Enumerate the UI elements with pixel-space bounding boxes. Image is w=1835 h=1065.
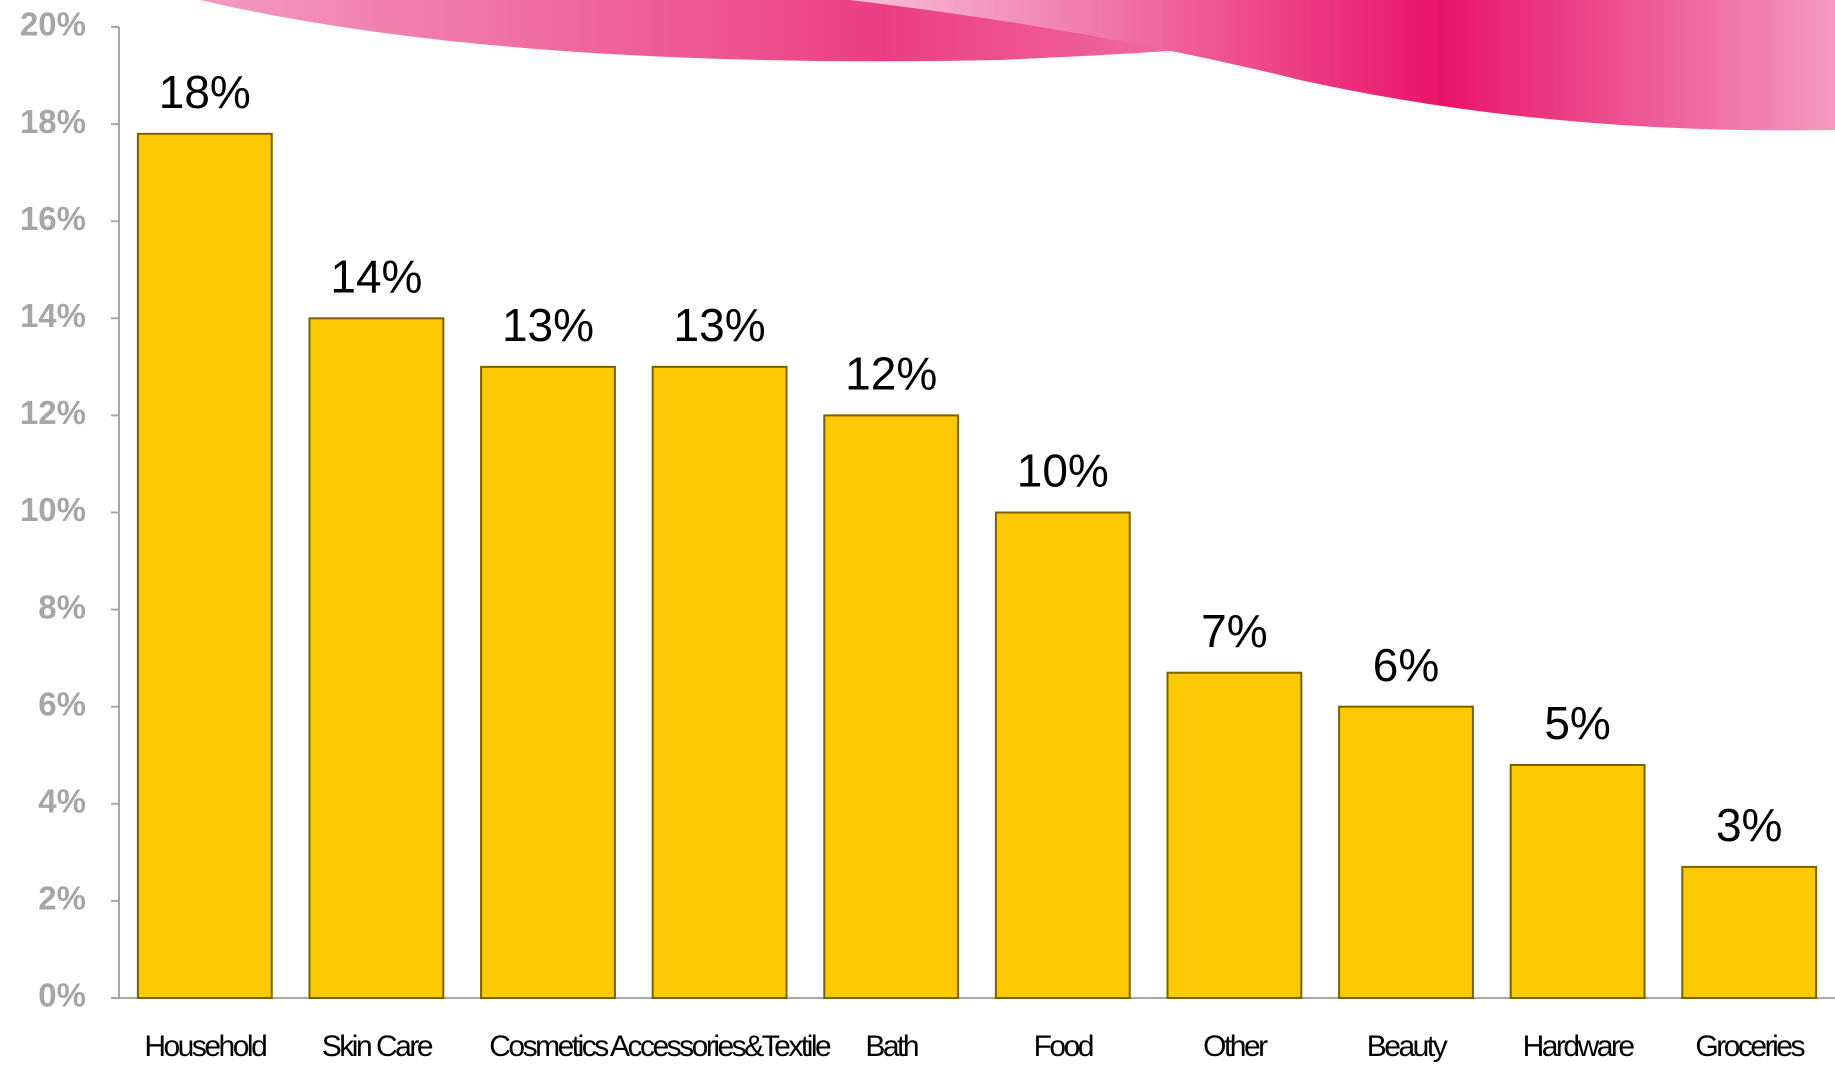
x-tick-label: Other xyxy=(1203,1030,1268,1063)
y-tick-label: 10% xyxy=(20,491,86,528)
bar xyxy=(1166,671,1303,1000)
y-tick-label: 16% xyxy=(20,200,86,237)
x-tick-label: Beauty xyxy=(1367,1030,1448,1063)
y-tick-label: 18% xyxy=(20,103,86,140)
y-tick-label: 6% xyxy=(38,685,86,722)
x-tick-label: Skin Care xyxy=(322,1030,433,1063)
x-tick-label: Hardware xyxy=(1523,1030,1635,1063)
y-tick-label: 4% xyxy=(38,783,86,820)
value-label: 13% xyxy=(674,299,766,351)
value-label: 14% xyxy=(330,250,422,302)
x-tick-label: Accessories&Textile xyxy=(610,1030,831,1063)
bar xyxy=(823,414,960,999)
value-label: 10% xyxy=(1017,445,1109,497)
y-tick-label: 2% xyxy=(38,880,86,917)
bar xyxy=(1338,705,1474,999)
value-label: 5% xyxy=(1544,697,1610,749)
value-label: 18% xyxy=(159,66,251,118)
value-label: 6% xyxy=(1373,639,1439,691)
value-label: 13% xyxy=(502,299,594,351)
bar xyxy=(994,511,1131,999)
value-label: 3% xyxy=(1716,799,1782,851)
bar xyxy=(651,365,788,1000)
y-tick-label: 0% xyxy=(38,977,86,1014)
bar xyxy=(308,317,445,999)
bar xyxy=(480,365,616,1000)
x-tick-label: Household xyxy=(144,1030,266,1063)
x-tick-label: Cosmetics xyxy=(489,1030,608,1063)
y-tick-label: 20% xyxy=(20,6,86,43)
x-tick-label: Groceries xyxy=(1695,1030,1804,1063)
bar xyxy=(136,132,273,999)
y-tick-label: 8% xyxy=(38,588,86,625)
value-label: 7% xyxy=(1201,605,1267,657)
value-label: 12% xyxy=(845,348,937,400)
bar xyxy=(1509,763,1646,1000)
x-tick-label: Bath xyxy=(865,1030,918,1063)
decoration xyxy=(200,0,1835,131)
x-tick-label: Food xyxy=(1034,1030,1093,1063)
bar xyxy=(1681,865,1818,999)
y-tick-label: 12% xyxy=(20,394,86,431)
y-tick-label: 14% xyxy=(20,297,86,334)
